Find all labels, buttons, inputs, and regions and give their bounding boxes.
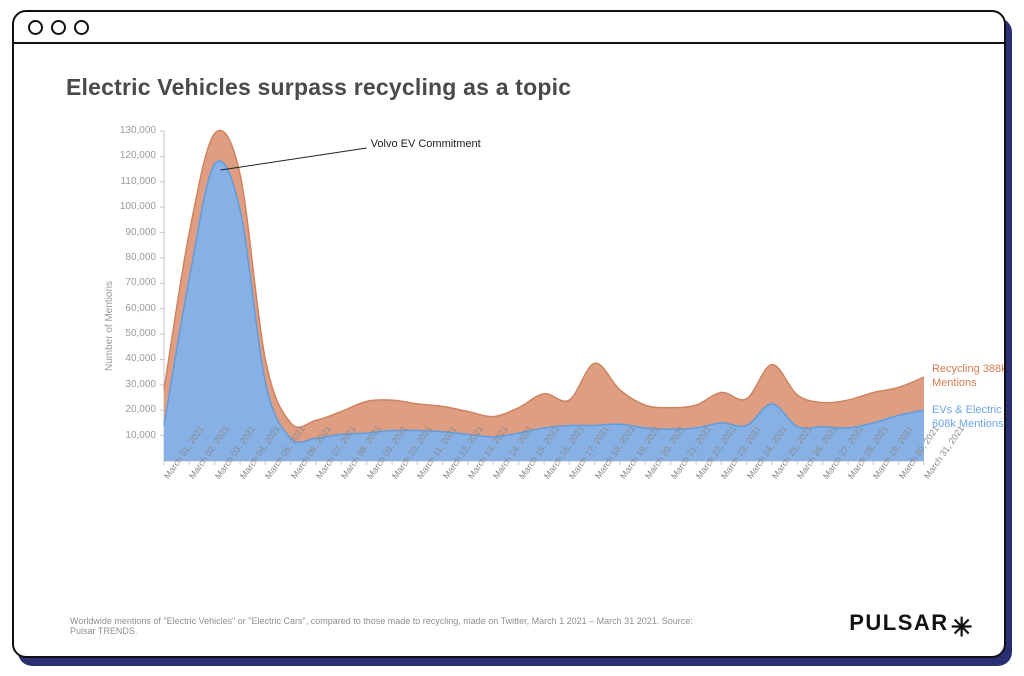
y-tick-label: 130,000: [106, 125, 156, 136]
y-tick-label: 120,000: [106, 150, 156, 161]
y-tick-label: 20,000: [106, 404, 156, 415]
y-tick-label: 80,000: [106, 252, 156, 263]
y-tick-label: 90,000: [106, 227, 156, 238]
y-tick-label: 60,000: [106, 303, 156, 314]
chart-annotation-label: Volvo EV Commitment: [371, 138, 481, 150]
legend-evs: EVs & Electric Cars 608k Mentions: [932, 404, 1006, 432]
content-area: Electric Vehicles surpass recycling as a…: [14, 44, 1004, 656]
y-tick-label: 40,000: [106, 353, 156, 364]
window-dot-icon: [74, 20, 89, 35]
y-tick-label: 30,000: [106, 379, 156, 390]
y-tick-label: 100,000: [106, 201, 156, 212]
brand-logo: PULSAR ✳: [849, 610, 974, 636]
y-tick-label: 50,000: [106, 328, 156, 339]
window-dot-icon: [28, 20, 43, 35]
area-chart: [44, 111, 974, 541]
brand-name: PULSAR: [849, 610, 948, 636]
chart-footer: Worldwide mentions of "Electric Vehicles…: [70, 610, 974, 636]
y-tick-label: 110,000: [106, 176, 156, 187]
window-dot-icon: [51, 20, 66, 35]
legend-recycling-label: Recycling 388k Mentions: [932, 363, 1006, 389]
chart-caption: Worldwide mentions of "Electric Vehicles…: [70, 616, 710, 636]
legend-recycling: Recycling 388k Mentions: [932, 363, 1006, 391]
y-tick-label: 70,000: [106, 277, 156, 288]
legend-evs-label: EVs & Electric Cars 608k Mentions: [932, 404, 1006, 430]
chart-title: Electric Vehicles surpass recycling as a…: [66, 74, 974, 101]
stage: Electric Vehicles surpass recycling as a…: [0, 0, 1024, 676]
browser-window: Electric Vehicles surpass recycling as a…: [12, 10, 1006, 658]
y-tick-label: 10,000: [106, 430, 156, 441]
chart-container: Number of Mentions Volvo EV Commitment R…: [44, 111, 974, 541]
window-titlebar: [14, 12, 1004, 44]
